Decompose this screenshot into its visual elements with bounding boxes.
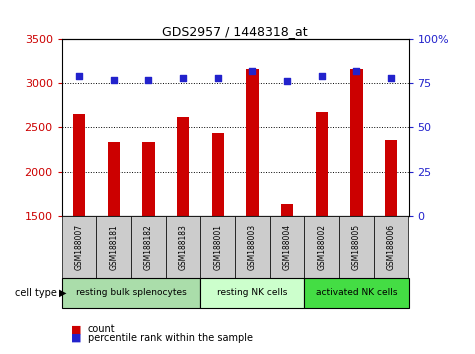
Text: activated NK cells: activated NK cells: [316, 289, 397, 297]
Point: [283, 79, 291, 84]
Bar: [108, 143, 120, 216]
Bar: [177, 117, 189, 216]
Point: [388, 75, 395, 81]
Point: [180, 75, 187, 81]
Point: [353, 68, 361, 74]
Text: GSM188182: GSM188182: [144, 224, 153, 270]
Bar: [281, 205, 293, 216]
Point: [75, 73, 83, 79]
Bar: [212, 133, 224, 216]
Text: resting NK cells: resting NK cells: [217, 289, 288, 297]
Text: GSM188004: GSM188004: [283, 224, 292, 270]
Text: ▶: ▶: [59, 288, 67, 298]
Text: GSM188001: GSM188001: [213, 224, 222, 270]
Point: [249, 68, 256, 74]
Point: [214, 75, 221, 81]
Text: percentile rank within the sample: percentile rank within the sample: [88, 333, 253, 343]
Bar: [73, 114, 85, 216]
Bar: [351, 69, 362, 216]
Text: GSM188005: GSM188005: [352, 224, 361, 270]
Text: GSM188003: GSM188003: [248, 224, 257, 270]
Title: GDS2957 / 1448318_at: GDS2957 / 1448318_at: [162, 25, 308, 38]
Point: [144, 77, 152, 82]
Bar: [385, 140, 397, 216]
Text: resting bulk splenocytes: resting bulk splenocytes: [76, 289, 187, 297]
Text: count: count: [88, 324, 115, 334]
Bar: [316, 113, 328, 216]
Bar: [247, 69, 258, 216]
Text: GSM188183: GSM188183: [179, 224, 188, 270]
Text: GSM188006: GSM188006: [387, 224, 396, 270]
Bar: [142, 142, 154, 216]
Text: GSM188007: GSM188007: [75, 224, 84, 270]
Text: GSM188002: GSM188002: [317, 224, 326, 270]
Point: [110, 77, 118, 82]
Point: [318, 73, 326, 79]
Text: GSM188181: GSM188181: [109, 224, 118, 270]
Text: ■: ■: [71, 324, 82, 334]
Text: ■: ■: [71, 333, 82, 343]
Text: cell type: cell type: [15, 288, 57, 298]
